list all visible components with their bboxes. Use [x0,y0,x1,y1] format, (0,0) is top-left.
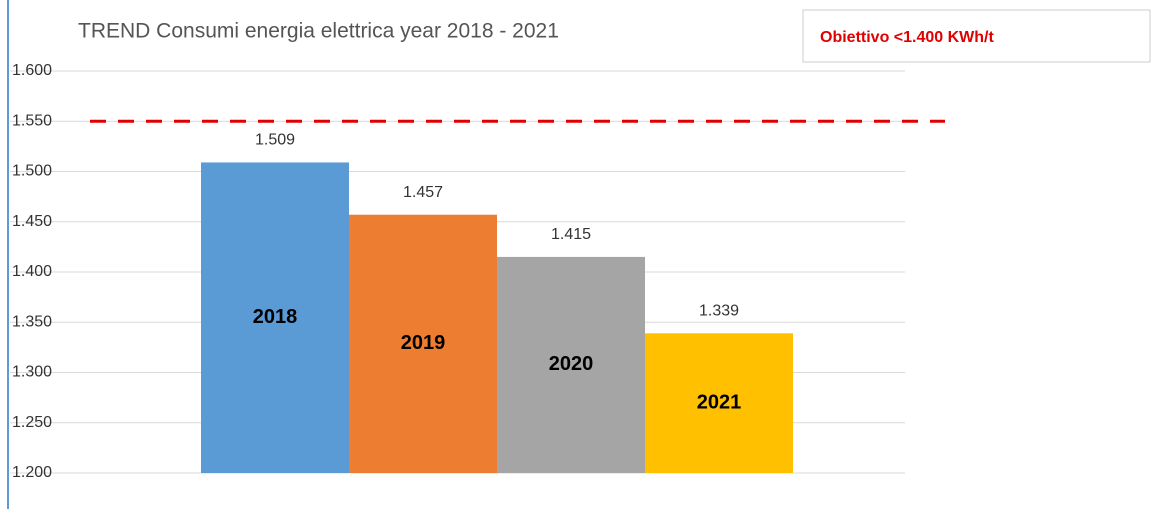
annotation: Obiettivo <1.400 KWh/t [820,29,994,46]
y-tick-label: 1.500 [12,163,52,180]
y-tick-label: 1.350 [12,313,52,330]
annotation-box [802,9,1151,63]
bar [349,214,497,473]
chart-title: TREND Consumi energia elettrica year 201… [78,20,559,43]
data-label: 1.509 [255,132,295,149]
y-tick-label: 1.250 [12,414,52,431]
data-label: 1.457 [403,184,443,201]
y-tick-label: 1.300 [12,364,52,381]
bar [497,256,645,473]
data-label: 1.339 [699,303,739,320]
bar [645,333,793,473]
y-tick-label: 1.450 [12,213,52,230]
y-tick-label: 1.200 [12,464,52,481]
y-tick-label: 1.600 [12,62,52,79]
category-label: 2019 [401,332,446,354]
data-label: 1.415 [551,226,591,243]
category-label: 2021 [697,391,742,413]
y-tick-label: 1.550 [12,112,52,129]
category-label: 2020 [549,353,594,375]
category-label: 2018 [253,306,298,328]
y-tick-label: 1.400 [12,263,52,280]
bar [201,162,349,473]
